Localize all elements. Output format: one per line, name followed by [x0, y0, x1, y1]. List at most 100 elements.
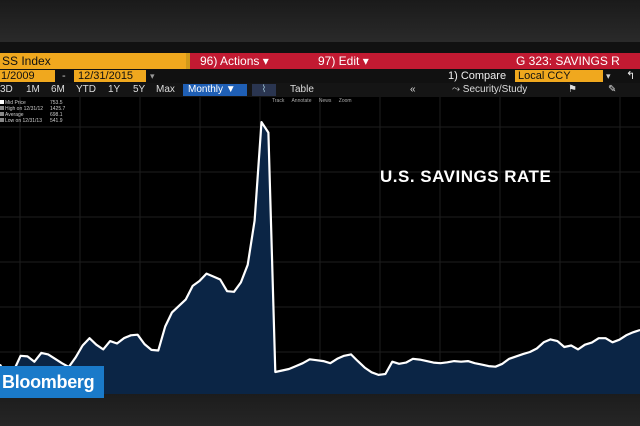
- legend-label: Average: [5, 112, 24, 118]
- track-tool[interactable]: Track: [272, 98, 285, 104]
- data-point: [157, 349, 159, 352]
- range-3d-button[interactable]: 3D: [0, 84, 13, 95]
- graph-title: G 323: SAVINGS R: [508, 53, 640, 69]
- data-point: [432, 362, 435, 364]
- annotate-tool[interactable]: Annotate: [291, 98, 312, 104]
- title-bar: SS Index 96) Actions ▾ 97) Edit ▾ G 323:…: [0, 53, 640, 69]
- data-point: [82, 344, 84, 347]
- data-point: [137, 334, 139, 336]
- legend-label: Low on 12/31/13: [5, 118, 42, 124]
- date-dropdown-icon[interactable]: ▾: [150, 71, 155, 81]
- data-point: [219, 278, 221, 281]
- data-point: [494, 366, 497, 368]
- data-point: [605, 337, 607, 339]
- legend-value: 698.1: [50, 112, 63, 118]
- security-index-field[interactable]: SS Index: [0, 53, 186, 69]
- range-6m-button[interactable]: 6M: [51, 84, 65, 95]
- data-point: [143, 343, 146, 345]
- data-point: [343, 355, 345, 357]
- data-point: [508, 358, 510, 360]
- zoom-tool[interactable]: Zoom: [338, 98, 352, 104]
- legend-value: 541.9: [50, 118, 63, 124]
- bloomberg-logo: Bloomberg: [0, 366, 104, 398]
- legend-label: Mid Price: [5, 100, 26, 106]
- data-point: [109, 340, 111, 342]
- legend-row: Average 698.1: [0, 112, 68, 118]
- data-point: [426, 360, 428, 362]
- broadcast-bezel-top: [0, 0, 640, 42]
- data-point: [199, 280, 201, 282]
- legend-swatch: [0, 100, 4, 104]
- date-range-bar: 1/2009 - 12/31/2015 ▾ 1) Compare Local C…: [0, 69, 640, 83]
- data-point: [240, 281, 242, 283]
- data-point: [371, 371, 373, 373]
- data-point: [460, 361, 462, 363]
- data-point: [405, 362, 407, 364]
- data-point: [212, 275, 214, 278]
- data-point: [288, 368, 290, 370]
- legend-value: 753.5: [50, 100, 63, 106]
- data-point: [309, 358, 311, 360]
- data-point: [171, 311, 173, 313]
- start-date-field[interactable]: 1/2009: [0, 70, 55, 82]
- compare-button[interactable]: 1) Compare: [448, 70, 507, 82]
- range-1m-button[interactable]: 1M: [26, 84, 40, 95]
- data-point: [549, 338, 552, 340]
- line-chart-icon[interactable]: ⌇: [252, 84, 276, 96]
- data-point: [116, 342, 118, 345]
- back-arrow-icon[interactable]: ↰: [626, 70, 636, 82]
- security-study-button[interactable]: ⤳ Security/Study: [452, 84, 528, 95]
- actions-menu[interactable]: 96) Actions ▾: [190, 53, 308, 69]
- data-point: [336, 358, 338, 360]
- data-point: [20, 355, 22, 357]
- data-point: [598, 337, 600, 339]
- data-point: [0, 364, 1, 366]
- data-point: [254, 220, 256, 222]
- end-date-field[interactable]: 12/31/2015: [74, 70, 146, 82]
- data-point: [33, 361, 36, 363]
- range-toolbar: 3D 1M 6M YTD 1Y 5Y Max Monthly ▼ ⌇ Table…: [0, 83, 640, 97]
- data-point: [556, 340, 559, 342]
- table-button[interactable]: Table: [290, 84, 314, 95]
- edit-menu[interactable]: 97) Edit ▾: [308, 53, 508, 69]
- legend-row: Mid Price 753.5: [0, 100, 68, 106]
- data-point: [439, 362, 441, 364]
- data-point: [233, 291, 235, 293]
- data-point: [281, 369, 283, 372]
- frequency-select[interactable]: Monthly ▼: [183, 84, 247, 96]
- range-1y-button[interactable]: 1Y: [108, 84, 121, 95]
- data-point: [302, 362, 304, 364]
- data-point: [412, 358, 414, 360]
- data-point: [632, 331, 634, 333]
- data-point: [350, 353, 352, 355]
- data-point: [529, 351, 531, 353]
- data-point: [618, 339, 621, 341]
- data-point: [40, 352, 42, 354]
- currency-select[interactable]: Local CCY: [515, 70, 603, 82]
- data-point: [522, 353, 524, 355]
- data-point: [185, 298, 187, 300]
- data-point: [247, 264, 249, 266]
- currency-dropdown-icon[interactable]: ▾: [606, 71, 611, 81]
- data-point: [474, 362, 476, 364]
- savings-rate-chart: [0, 97, 640, 394]
- data-point: [488, 365, 490, 367]
- edit-pencil-icon[interactable]: ✎: [608, 84, 617, 95]
- data-point: [267, 132, 269, 134]
- range-5y-button[interactable]: 5Y: [133, 84, 146, 95]
- flag-icon[interactable]: ⚑: [568, 84, 577, 95]
- series-line: [0, 121, 640, 378]
- chart-title: U.S. SAVINGS RATE: [380, 167, 552, 186]
- range-max-button[interactable]: Max: [156, 84, 175, 95]
- collapse-icon[interactable]: «: [410, 84, 416, 95]
- legend-swatch: [0, 106, 4, 110]
- news-tool[interactable]: News: [318, 98, 332, 104]
- data-point: [536, 347, 538, 350]
- data-point: [543, 341, 545, 343]
- chart-tool-strip: Track Annotate News Zoom: [272, 97, 392, 105]
- data-point: [95, 344, 97, 346]
- range-ytd-button[interactable]: YTD: [76, 84, 96, 95]
- data-point: [446, 361, 448, 363]
- data-point: [364, 367, 366, 369]
- broadcast-bezel-bottom: [0, 394, 640, 426]
